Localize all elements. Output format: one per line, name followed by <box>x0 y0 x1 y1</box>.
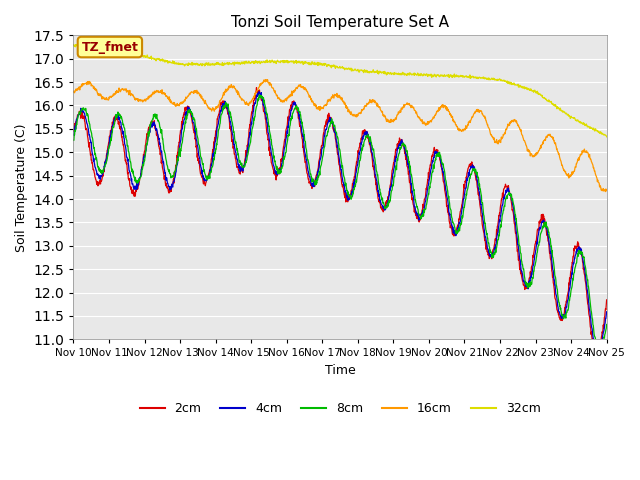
2cm <box>603 297 611 303</box>
16cm <box>175 103 183 109</box>
4cm <box>493 236 500 242</box>
Line: 2cm: 2cm <box>74 88 607 355</box>
8cm <box>255 92 263 98</box>
32cm <box>248 59 256 64</box>
2cm <box>493 227 500 233</box>
4cm <box>188 113 196 119</box>
X-axis label: Time: Time <box>324 364 355 377</box>
Title: Tonzi Soil Temperature Set A: Tonzi Soil Temperature Set A <box>231 15 449 30</box>
Line: 4cm: 4cm <box>74 92 607 353</box>
8cm <box>70 137 77 143</box>
4cm <box>248 121 255 127</box>
16cm <box>603 188 611 193</box>
2cm <box>175 139 183 145</box>
32cm <box>189 62 196 68</box>
32cm <box>70 42 77 48</box>
32cm <box>72 42 79 48</box>
16cm <box>70 89 77 95</box>
16cm <box>493 137 500 143</box>
8cm <box>423 199 431 205</box>
32cm <box>175 61 183 67</box>
16cm <box>188 89 196 95</box>
32cm <box>493 77 500 83</box>
Line: 16cm: 16cm <box>74 80 607 192</box>
32cm <box>423 71 431 77</box>
2cm <box>423 182 431 188</box>
4cm <box>175 148 183 154</box>
8cm <box>248 130 255 136</box>
4cm <box>540 217 547 223</box>
32cm <box>540 95 547 101</box>
16cm <box>602 189 609 194</box>
4cm <box>70 132 77 138</box>
8cm <box>595 351 603 357</box>
Line: 32cm: 32cm <box>74 45 607 137</box>
Line: 8cm: 8cm <box>74 95 607 354</box>
4cm <box>603 309 611 315</box>
8cm <box>603 322 611 327</box>
Text: TZ_fmet: TZ_fmet <box>81 40 138 54</box>
16cm <box>423 121 431 127</box>
Y-axis label: Soil Temperature (C): Soil Temperature (C) <box>15 123 28 252</box>
2cm <box>540 213 547 219</box>
16cm <box>248 99 255 105</box>
Legend: 2cm, 4cm, 8cm, 16cm, 32cm: 2cm, 4cm, 8cm, 16cm, 32cm <box>134 397 545 420</box>
2cm <box>188 119 196 124</box>
4cm <box>594 350 602 356</box>
32cm <box>603 134 611 140</box>
2cm <box>253 85 260 91</box>
2cm <box>248 109 255 115</box>
2cm <box>593 352 600 358</box>
8cm <box>175 148 183 154</box>
2cm <box>70 128 77 133</box>
4cm <box>255 89 263 95</box>
8cm <box>540 222 547 228</box>
8cm <box>493 245 500 251</box>
4cm <box>423 191 431 197</box>
16cm <box>540 138 547 144</box>
16cm <box>262 77 269 83</box>
8cm <box>188 112 196 118</box>
